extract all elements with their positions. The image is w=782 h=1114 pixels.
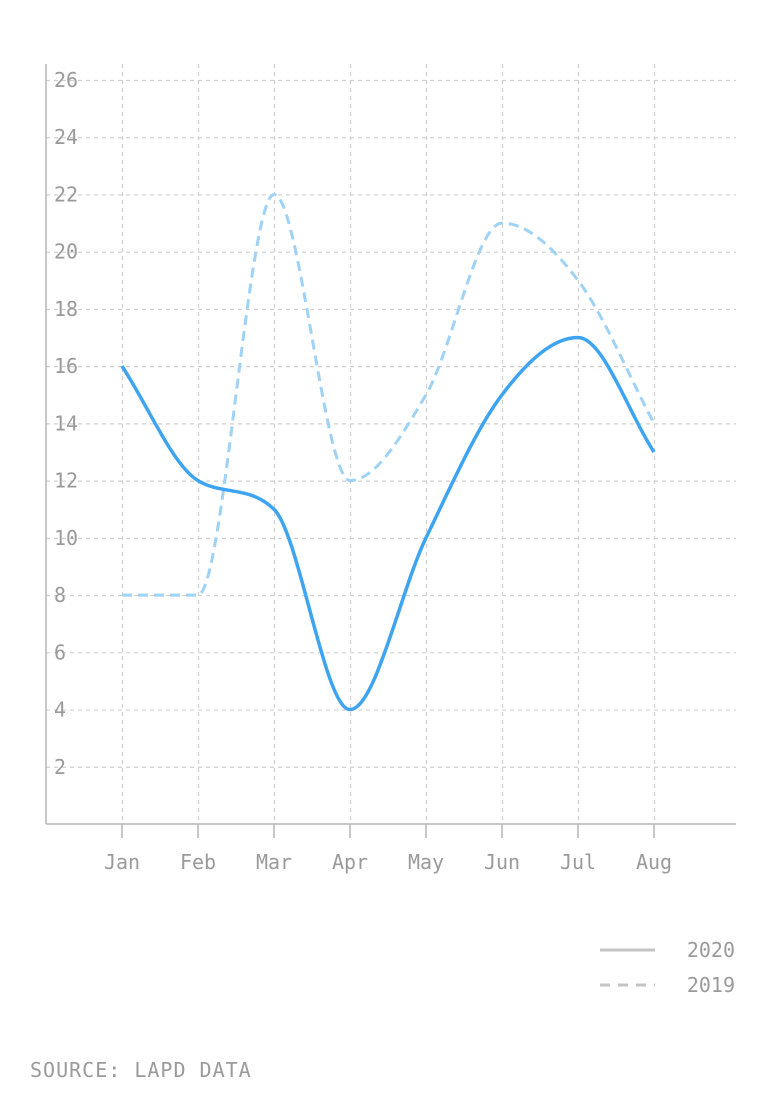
y-tick-label-18: 18 bbox=[54, 297, 78, 321]
series-lines bbox=[120, 192, 656, 712]
y-tick-label-10: 10 bbox=[54, 526, 78, 550]
x-tick-label-jan: Jan bbox=[104, 850, 140, 874]
series-line-2020 bbox=[120, 335, 656, 712]
y-tick-label-6: 6 bbox=[54, 640, 66, 664]
x-axis-tick-labels: Jan Feb Mar Apr May Jun Jul Aug bbox=[104, 850, 672, 874]
y-tick-label-2: 2 bbox=[54, 755, 66, 779]
y-tick-label-24: 24 bbox=[54, 125, 78, 149]
legend-label-2019: 2019 bbox=[687, 973, 735, 997]
y-tick-label-22: 22 bbox=[54, 182, 78, 206]
y-tick-label-16: 16 bbox=[54, 354, 78, 378]
x-tick-label-jun: Jun bbox=[484, 850, 520, 874]
x-tick-label-jul: Jul bbox=[560, 850, 596, 874]
x-tick-label-feb: Feb bbox=[180, 850, 216, 874]
y-tick-label-8: 8 bbox=[54, 583, 66, 607]
x-tick-label-apr: Apr bbox=[332, 850, 368, 874]
y-tick-label-12: 12 bbox=[54, 469, 78, 493]
legend: 2020 2019 bbox=[600, 938, 735, 997]
x-tick-label-mar: Mar bbox=[256, 850, 292, 874]
y-tick-label-26: 26 bbox=[54, 68, 78, 92]
y-tick-label-20: 20 bbox=[54, 240, 78, 264]
axes bbox=[45, 64, 736, 838]
x-tick-label-may: May bbox=[408, 850, 444, 874]
y-tick-label-14: 14 bbox=[54, 411, 78, 435]
y-tick-label-4: 4 bbox=[54, 698, 66, 722]
source-note: SOURCE: LAPD DATA bbox=[30, 1058, 252, 1082]
x-tick-label-aug: Aug bbox=[636, 850, 672, 874]
series-line-2019 bbox=[122, 192, 656, 597]
grid-lines bbox=[46, 64, 736, 824]
legend-label-2020: 2020 bbox=[687, 938, 735, 962]
